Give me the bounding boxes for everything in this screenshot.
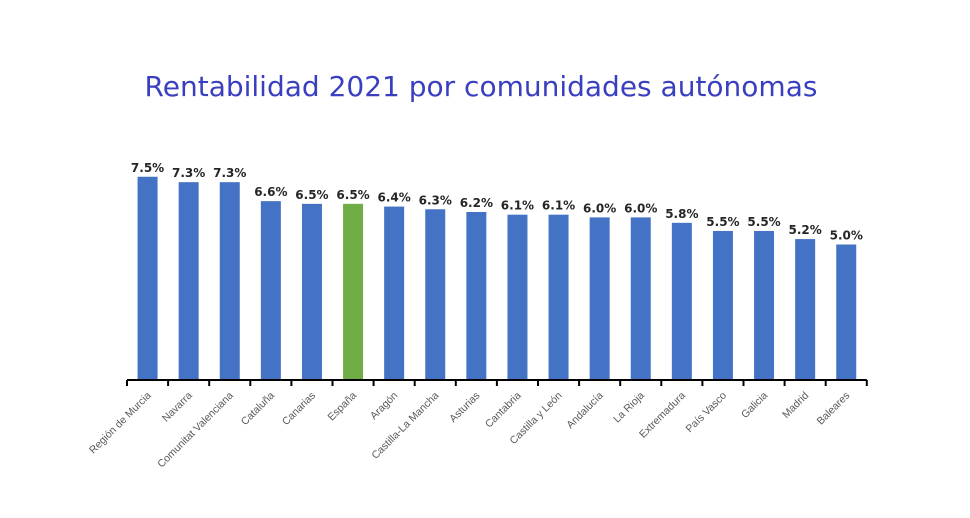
data-label: 7.5% (131, 161, 164, 175)
data-label: 6.6% (254, 185, 287, 199)
x-tick-label: Baleares (815, 390, 853, 428)
bar (137, 176, 158, 380)
chart-title: Rentabilidad 2021 por comunidades autóno… (144, 70, 818, 103)
x-tick-label: Región de Murcia (87, 390, 154, 457)
bar (466, 211, 487, 380)
data-label: 6.4% (378, 191, 411, 205)
data-label: 6.0% (583, 201, 616, 215)
x-tick-label: País Vasco (684, 390, 730, 436)
data-label: 5.2% (789, 223, 822, 237)
x-tick-label: Cataluña (239, 390, 277, 428)
x-tick-label: Andalucía (564, 390, 606, 432)
bar (507, 214, 528, 380)
x-tick-label: La Rioja (611, 390, 647, 426)
data-label: 6.5% (295, 188, 328, 202)
data-label: 6.5% (336, 188, 369, 202)
bar (754, 230, 775, 380)
bar (425, 209, 446, 380)
data-label: 5.0% (830, 229, 863, 243)
bar (712, 230, 733, 380)
data-label: 6.3% (419, 193, 452, 207)
x-tick-label: Cantabria (483, 390, 524, 431)
data-label: 6.2% (460, 196, 493, 210)
data-label: 7.3% (172, 166, 205, 180)
data-label: 6.1% (501, 199, 534, 213)
x-tick-label: Aragón (368, 390, 401, 423)
data-label: 5.8% (665, 207, 698, 221)
bar (795, 239, 816, 380)
data-label: 6.1% (542, 199, 575, 213)
data-label: 6.0% (624, 201, 657, 215)
x-tick-label: Canarias (280, 390, 318, 428)
x-tick-label: Comunitat Valenciana (155, 390, 236, 471)
bar (671, 222, 692, 380)
bar (836, 244, 857, 380)
bar (589, 217, 610, 380)
data-label: 5.5% (706, 215, 739, 229)
bar (301, 203, 322, 380)
bar (548, 214, 569, 380)
x-tick-label: Navarra (160, 390, 195, 425)
bar (260, 201, 281, 380)
x-tick-label: Madrid (780, 390, 811, 421)
x-tick-label: Asturias (447, 390, 482, 425)
data-label: 7.3% (213, 166, 246, 180)
x-tick-label: España (325, 390, 359, 424)
bar (219, 182, 240, 380)
bar (384, 206, 405, 380)
bar (178, 182, 199, 380)
bar (630, 217, 651, 380)
data-label: 5.5% (747, 215, 780, 229)
x-tick-label: Galicia (739, 390, 770, 421)
bar (343, 203, 364, 380)
